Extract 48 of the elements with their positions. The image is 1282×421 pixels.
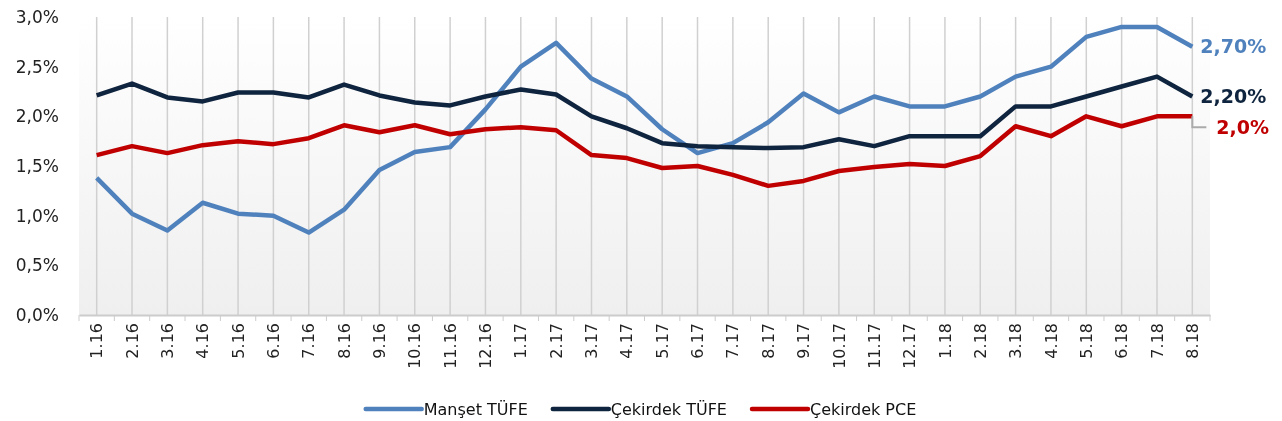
x-tick-label: 5.18 — [1076, 323, 1096, 359]
x-tick-label: 3.16 — [157, 323, 177, 359]
x-tick-label: 6.17 — [688, 323, 708, 359]
x-tick-label: 4.16 — [193, 323, 213, 359]
x-tick-label: 1.16 — [87, 323, 107, 359]
x-tick-label: 3.17 — [582, 323, 602, 359]
line-series — [94, 74, 1195, 151]
x-tick-label: 1.18 — [935, 323, 955, 359]
x-tick-label: 8.17 — [758, 323, 778, 359]
line-series — [94, 114, 1195, 189]
x-tick-label: 9.17 — [794, 323, 814, 359]
legend-label: Çekirdek PCE — [809, 399, 917, 419]
x-tick-label: 2.16 — [122, 323, 142, 359]
x-tick-label: 12.16 — [476, 323, 496, 369]
x-tick-label: 10.17 — [829, 323, 849, 369]
annotation: 2,70% — [1200, 35, 1267, 58]
x-tick-label: 3.18 — [1006, 323, 1026, 359]
y-tick-label: 1,5% — [15, 155, 59, 176]
x-tick-label: 4.17 — [617, 323, 637, 359]
x-tick-label: 1.17 — [511, 323, 531, 359]
x-tick-label: 6.16 — [263, 323, 283, 359]
x-tick-label: 7.16 — [299, 323, 319, 359]
x-tick-label: 11.17 — [864, 323, 884, 369]
y-tick-label: 0,5% — [15, 255, 59, 276]
x-tick-label: 5.16 — [228, 323, 248, 359]
y-tick-label: 2,0% — [15, 106, 59, 127]
x-tick-label: 11.16 — [440, 323, 460, 369]
x-tick-label: 2.18 — [970, 323, 990, 359]
y-tick-label: 1,0% — [15, 205, 59, 226]
x-tick-label: 6.18 — [1112, 323, 1132, 359]
x-tick-label: 12.17 — [900, 323, 920, 369]
annotation: 2,20% — [1200, 85, 1267, 108]
y-tick-label: 0,0% — [15, 304, 59, 325]
legend-label: Çekirdek TÜFE — [610, 399, 727, 419]
y-tick-label: 3,0% — [15, 6, 59, 27]
x-tick-label: 2.17 — [546, 323, 566, 359]
x-tick-label: 4.18 — [1041, 323, 1061, 359]
legend-label: Manşet TÜFE — [423, 399, 528, 419]
x-tick-label: 10.16 — [405, 323, 425, 369]
x-tick-label: 8.18 — [1182, 323, 1202, 359]
y-tick-label: 2,5% — [15, 56, 59, 77]
x-tick-label: 7.18 — [1147, 323, 1167, 359]
x-tick-label: 5.17 — [652, 323, 672, 359]
annotation: 2,0% — [1216, 115, 1270, 138]
x-tick-label: 9.16 — [370, 323, 390, 359]
x-tick-label: 7.17 — [723, 323, 743, 359]
x-tick-label: 8.16 — [334, 323, 354, 359]
line-series — [94, 24, 1195, 235]
